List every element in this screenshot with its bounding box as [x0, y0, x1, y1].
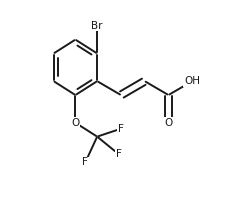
Text: F: F	[117, 124, 123, 134]
Text: Br: Br	[91, 21, 103, 31]
Text: O: O	[71, 118, 79, 128]
Text: F: F	[82, 157, 88, 167]
Text: OH: OH	[183, 76, 199, 86]
Text: F: F	[115, 149, 121, 159]
Text: O: O	[164, 118, 172, 128]
